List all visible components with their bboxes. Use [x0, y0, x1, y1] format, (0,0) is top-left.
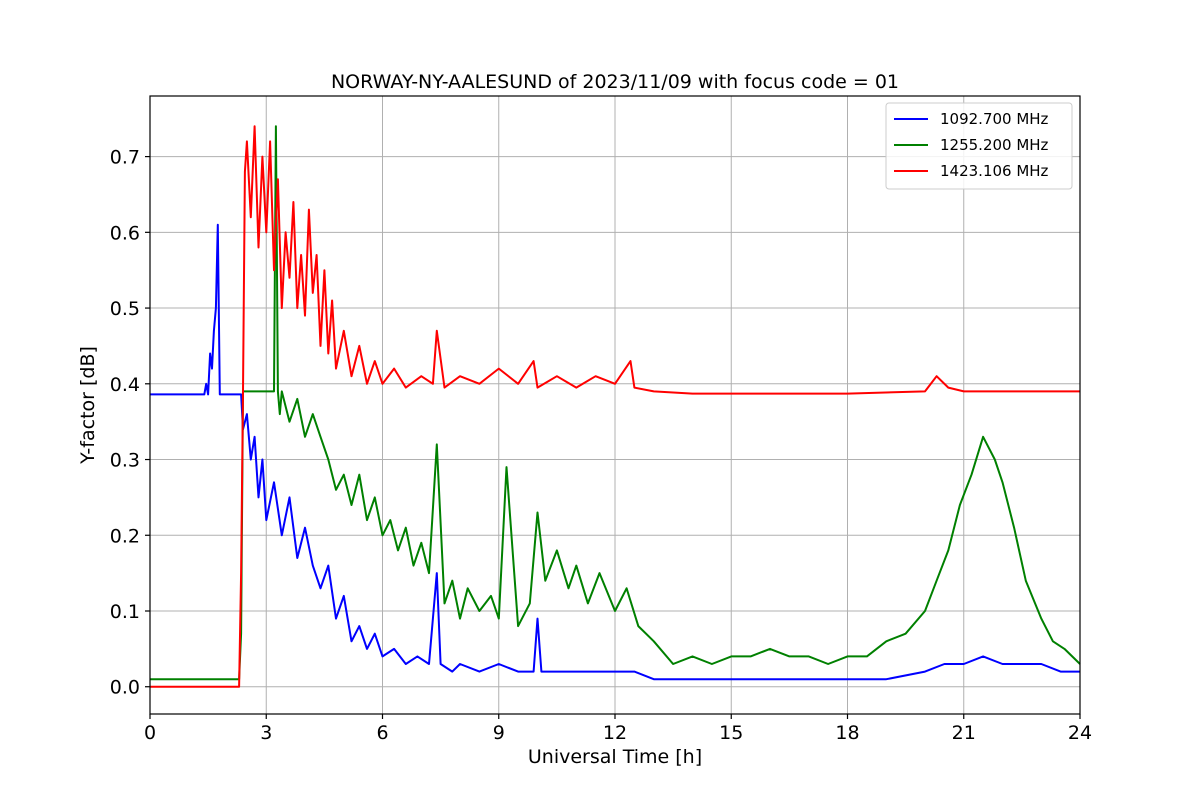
series-line-2: [150, 125, 1081, 681]
legend-label-1: 1092.700 MHz: [940, 110, 1049, 128]
x-axis-label: Universal Time [h]: [528, 746, 702, 768]
legend-frame: [885, 102, 1073, 190]
x-tick-label: 0: [144, 722, 156, 744]
y-tick-label: 0.3: [110, 450, 140, 472]
y-tick-label: 0.7: [110, 147, 140, 169]
x-tick-label: 15: [719, 722, 743, 744]
legend-label-2: 1255.200 MHz: [940, 136, 1049, 154]
x-tick-label: 24: [1068, 722, 1092, 744]
x-tick-label: 21: [952, 722, 976, 744]
series-line-1: [150, 223, 1080, 681]
y-tick-label: 0.2: [110, 525, 140, 547]
x-tick-label: 3: [260, 722, 272, 744]
legend-label-3: 1423.106 MHz: [940, 162, 1049, 180]
x-tick-label: 6: [376, 722, 388, 744]
x-tick-label: 18: [835, 722, 859, 744]
y-tick-label: 0.5: [110, 298, 140, 320]
y-tick-label: 0.6: [110, 222, 140, 244]
legend-items: 1092.700 MHz 1255.200 MHz 1423.106 MHz: [894, 110, 1049, 180]
y-tick-label: 0.1: [110, 601, 140, 623]
series-lines: [150, 125, 1081, 688]
series-line-3: [150, 125, 1080, 688]
x-tick-label: 12: [603, 722, 627, 744]
chart-title: NORWAY-NY-AALESUND of 2023/11/09 with fo…: [331, 71, 899, 93]
y-axis-label: Y-factor [dB]: [77, 346, 99, 465]
x-tick-label: 9: [493, 722, 505, 744]
legend: 1092.700 MHz 1255.200 MHz 1423.106 MHz: [885, 102, 1073, 190]
y-tick-label: 0.4: [110, 374, 140, 396]
axes: 0 3 6 9 12 15 18 21 24 0.0 0.1 0.2 0.3 0.4 0.5 0.6 0.7: [110, 95, 1092, 744]
y-tick-label: 0.0: [110, 677, 140, 699]
